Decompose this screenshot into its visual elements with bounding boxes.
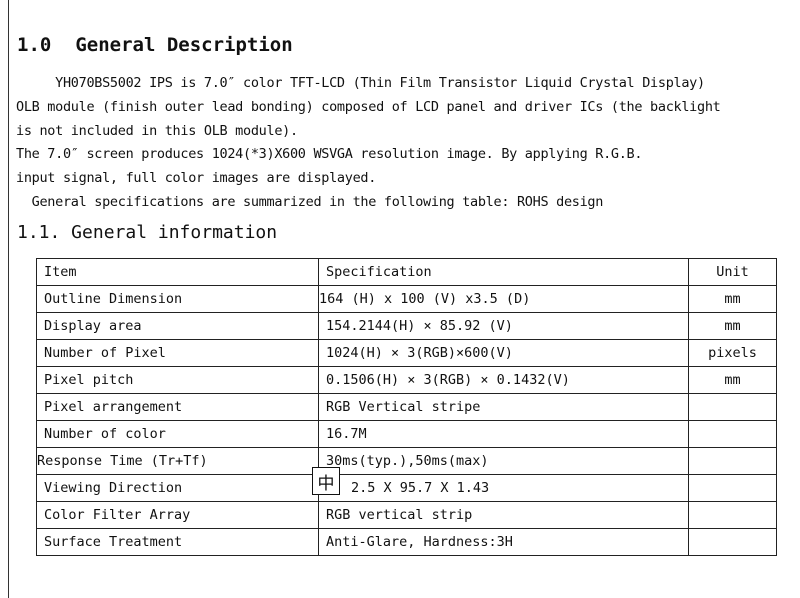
spec-cell: 16.7M	[318, 420, 689, 448]
item-cell: Number of Pixel	[36, 339, 319, 367]
spec-cell: Anti-Glare, Hardness:3H	[318, 528, 689, 556]
item-cell: Pixel arrangement	[36, 393, 319, 421]
unit-cell	[688, 447, 777, 475]
spec-cell: Specification	[318, 258, 689, 286]
unit-cell	[688, 420, 777, 448]
unit-cell: mm	[688, 366, 777, 394]
item-cell: Viewing Direction	[36, 474, 319, 502]
para-line: General specifications are summarized in…	[16, 193, 604, 210]
table-row: Pixel pitch 0.1506(H) × 3(RGB) × 0.1432(V…	[36, 366, 777, 394]
item-cell: Item	[36, 258, 319, 286]
item-cell: Pixel pitch	[36, 366, 319, 394]
unit-cell	[688, 528, 777, 556]
table-row: Number of color 16.7M	[36, 420, 777, 448]
unit-cell: mm	[688, 312, 777, 340]
item-cell: Color Filter Array	[36, 501, 319, 529]
unit-cell	[688, 501, 777, 529]
table-row: Pixel arrangement RGB Vertical stripe	[36, 393, 777, 421]
spec-cell: RGB vertical strip	[318, 501, 689, 529]
description-paragraph: YH070BS5002 IPS is 7.0″ color TFT-LCD (T…	[16, 72, 721, 215]
spec-cell: RGB Vertical stripe	[318, 393, 689, 421]
unit-cell	[688, 393, 777, 421]
item-cell: Display area	[36, 312, 319, 340]
unit-cell: pixels	[688, 339, 777, 367]
para-line: YH070BS5002 IPS is 7.0″ color TFT-LCD (T…	[16, 75, 705, 91]
spec-cell: 0.1506(H) × 3(RGB) × 0.1432(V)	[318, 366, 689, 394]
item-cell: Surface Treatment	[36, 528, 319, 556]
item-cell: Outline Dimension	[36, 285, 319, 313]
table-header-row: Item Specification Unit	[36, 258, 777, 286]
spec-table: Item Specification Unit Outline Dimension 16…	[36, 258, 777, 556]
para-line: is not included in this OLB module).	[16, 122, 298, 139]
para-line: The 7.0″ screen produces 1024(*3)X600 WS…	[16, 146, 643, 163]
spec-cell: 164 (H) x 100 (V) x3.5 (D)	[318, 285, 689, 313]
table-row: Color Filter Array RGB vertical strip	[36, 501, 777, 529]
subsection-heading: 1.1. General information	[17, 222, 278, 243]
item-cell: Response Time (Tr+Tf)	[36, 447, 319, 475]
table-row: Number of Pixel 1024(H) × 3(RGB)×600(V) pi…	[36, 339, 777, 367]
section-number: 1.0	[17, 34, 52, 56]
table-row: Surface Treatment Anti-Glare, Hardness:3H	[36, 528, 777, 556]
spec-cell: 1024(H) × 3(RGB)×600(V)	[318, 339, 689, 367]
unit-cell: Unit	[688, 258, 777, 286]
para-line: input signal, full color images are disp…	[16, 170, 377, 187]
table-row: Outline Dimension 164 (H) x 100 (V) x3.5 …	[36, 285, 777, 313]
ime-indicator[interactable]: 中	[312, 467, 340, 495]
section-title: General Description	[75, 34, 293, 56]
para-line: OLB module (finish outer lead bonding) c…	[16, 98, 721, 115]
unit-cell: mm	[688, 285, 777, 313]
table-row: Display area 154.2144(H) × 85.92 (V) mm	[36, 312, 777, 340]
page-left-border	[8, 0, 9, 598]
table-row: Viewing Direction 2.5 X 95.7 X 1.43	[36, 474, 777, 502]
unit-cell	[688, 474, 777, 502]
spec-cell: 2.5 X 95.7 X 1.43	[318, 474, 689, 502]
section-heading: 1.0 General Description	[17, 34, 293, 56]
item-cell: Number of color	[36, 420, 319, 448]
spec-cell: 154.2144(H) × 85.92 (V)	[318, 312, 689, 340]
spec-cell: 30ms(typ.),50ms(max)	[318, 447, 689, 475]
table-row: Response Time (Tr+Tf) 30ms(typ.),50ms(max…	[36, 447, 777, 475]
